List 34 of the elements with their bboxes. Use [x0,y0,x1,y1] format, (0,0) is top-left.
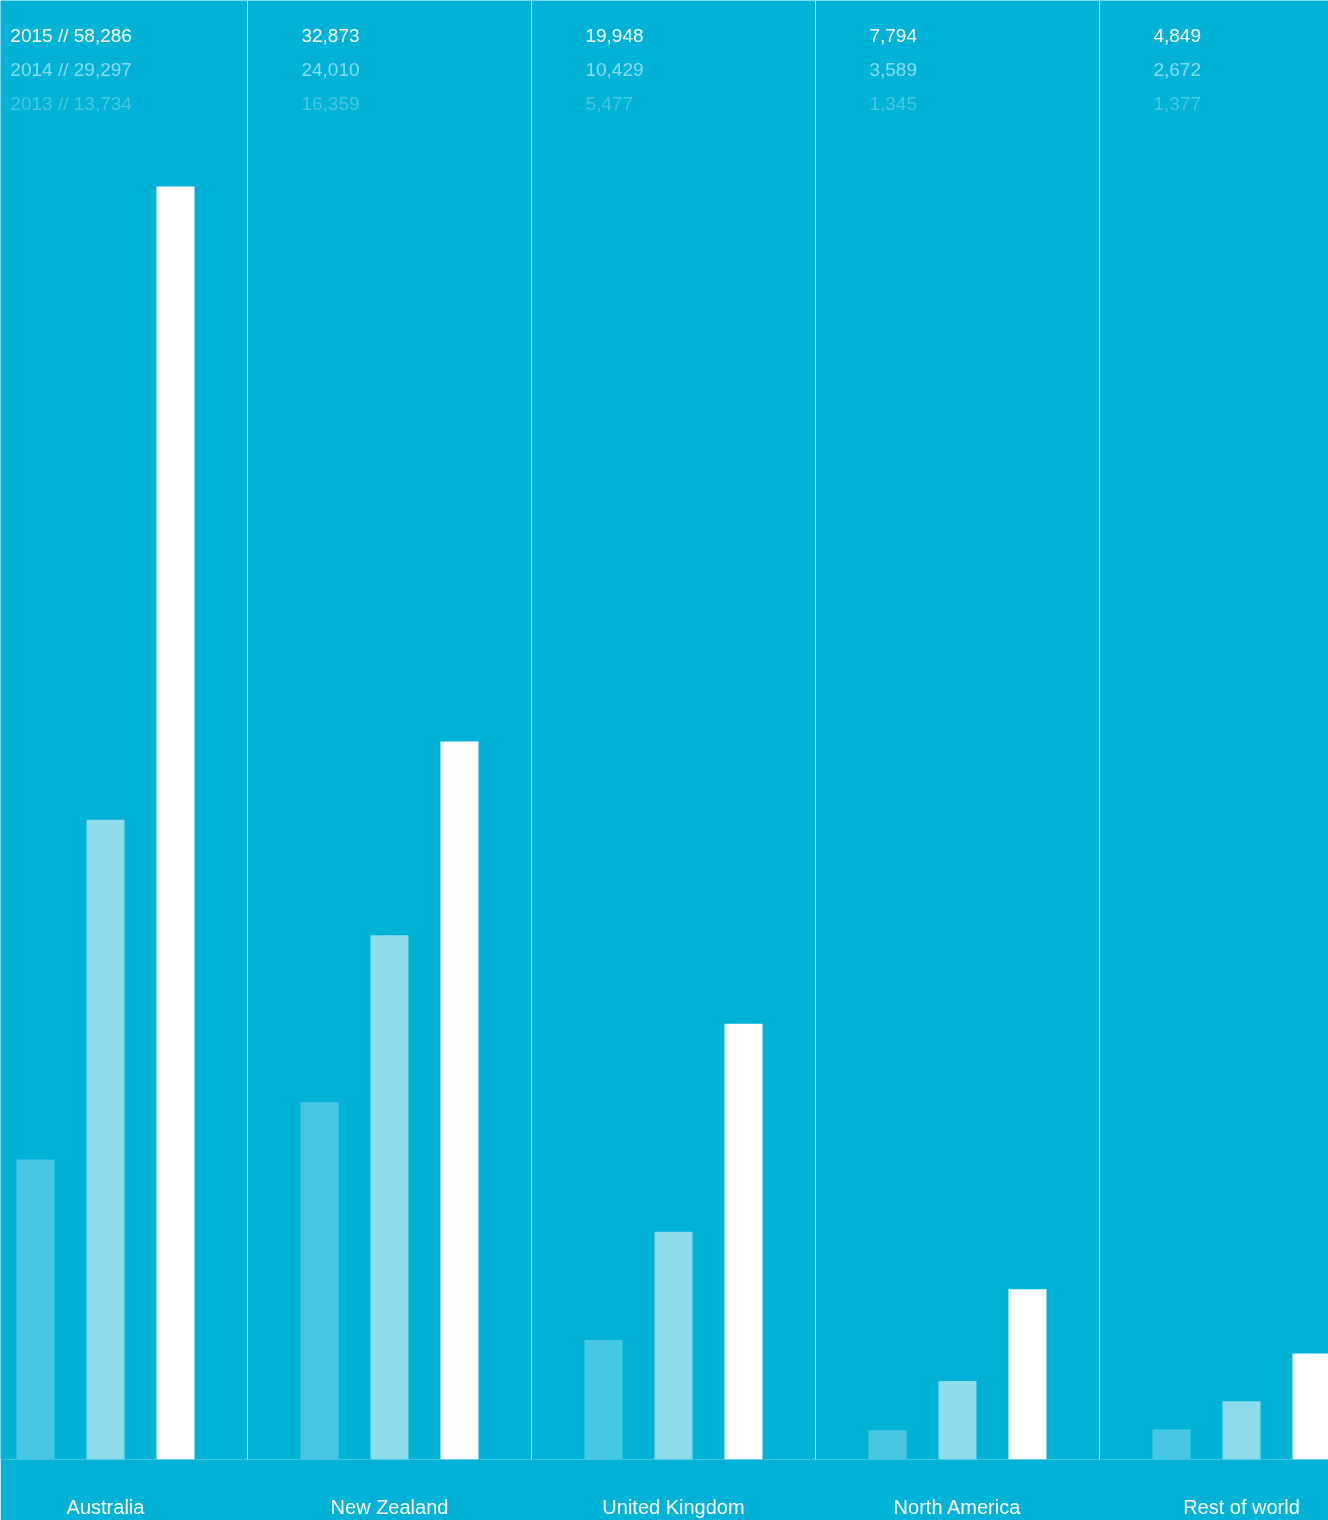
bar [370,935,409,1460]
bar [1008,1289,1047,1460]
bar [1152,1429,1191,1460]
x-tick-label: New Zealand [330,1495,449,1518]
bar [868,1430,907,1460]
bar [440,741,479,1460]
bar [300,1102,339,1460]
x-tick-label: Rest of world [1183,1495,1300,1518]
x-tick-label: Australia [66,1495,146,1518]
data-label: 24,010 [301,58,360,80]
data-label: 1,377 [1153,92,1202,114]
bar [16,1159,55,1460]
data-label: 2015 // 58,286 [10,24,132,46]
data-label: 3,589 [869,58,918,80]
bar [654,1231,693,1460]
data-label: 7,794 [869,24,918,46]
data-label: 4,849 [1153,24,1202,46]
data-label: 16,359 [301,92,360,114]
data-label: 32,873 [301,24,360,46]
bar [938,1381,977,1460]
data-label: 19,948 [585,24,644,46]
bar [86,819,125,1460]
data-label: 5,477 [585,92,634,114]
bar [724,1023,763,1460]
data-label: 10,429 [585,58,644,80]
x-tick-label: United Kingdom [602,1495,745,1518]
data-label: 2013 // 13,734 [10,92,133,114]
data-label: 2,672 [1153,58,1202,80]
data-label: 1,345 [869,92,918,114]
bar [156,186,195,1460]
bar [584,1339,623,1460]
x-tick-label: North America [893,1495,1022,1518]
data-label: 2014 // 29,297 [10,58,132,80]
bar [1222,1401,1261,1460]
